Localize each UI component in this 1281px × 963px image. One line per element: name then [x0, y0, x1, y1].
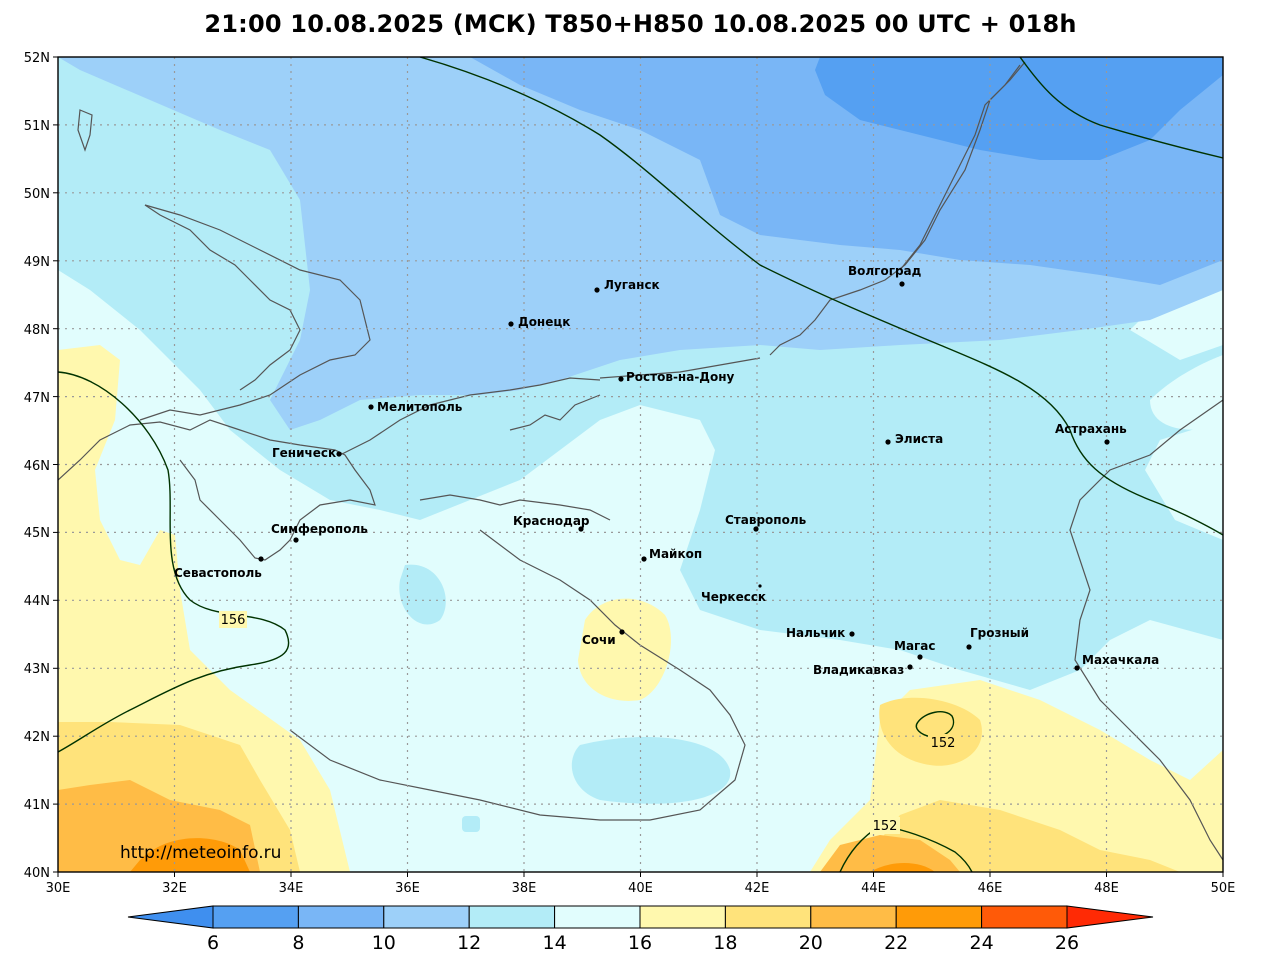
colorbar-tick-label: 8 [292, 932, 304, 954]
contour-label: 152 [873, 819, 898, 834]
lat-label: 48N [24, 323, 50, 338]
field-20-22-se [820, 835, 960, 872]
city-label: Элиста [895, 432, 943, 446]
contour-label: 156 [221, 613, 246, 628]
lat-label: 44N [24, 594, 50, 609]
lon-label: 50E [1211, 881, 1236, 896]
lon-label: 40E [628, 881, 653, 896]
colorbar-tick-label: 12 [457, 932, 481, 954]
contour-156-west [58, 371, 290, 753]
lat-label: 43N [24, 662, 50, 677]
colorbar-tick-label: 20 [799, 932, 823, 954]
city-label: Черкесск [701, 590, 766, 604]
lat-label: 40N [24, 866, 50, 881]
colorbar-segment [297, 905, 385, 929]
volga-river [769, 61, 1026, 356]
coastlines [58, 61, 1223, 861]
colorbar-segment [468, 905, 556, 929]
lat-label: 49N [24, 255, 50, 270]
colorbar-segment [895, 905, 983, 929]
lon-labels: 30E 32E 34E 36E 38E 40E 42E 44E 46E 48E … [46, 881, 1236, 896]
lat-label: 50N [24, 187, 50, 202]
colorbar-tick-label: 26 [1055, 932, 1079, 954]
city-label: Геническ [272, 446, 336, 460]
city-label: Астрахань [1055, 422, 1127, 436]
city-label: Севастополь [174, 566, 262, 580]
lon-label: 30E [46, 881, 71, 896]
city-label: Луганск [604, 278, 660, 292]
cities: Волгоград Луганск Донецк Ростов-на-Дону … [174, 264, 1159, 677]
contour-152-closed [915, 711, 955, 738]
city-label: Махачкала [1082, 653, 1159, 667]
colorbar-tick-label: 16 [628, 932, 652, 954]
colorbar-segment [212, 905, 299, 929]
city-label: Ростов-на-Дону [626, 370, 735, 384]
axis-ticks [53, 56, 1224, 877]
lat-label: 41N [24, 798, 50, 813]
city-label: Ставрополь [725, 513, 807, 527]
graticule [58, 57, 1223, 872]
watermark: http://meteoinfo.ru [120, 843, 281, 863]
caspian-coast [1069, 399, 1223, 861]
city-label: Симферополь [271, 522, 368, 536]
colorbar-left-arrow [127, 905, 214, 929]
lat-label: 51N [24, 119, 50, 134]
crimea-coast [58, 419, 376, 561]
azov-coast [139, 204, 371, 421]
colorbar-segment [810, 905, 897, 929]
city-label: Мелитополь [377, 400, 463, 414]
field-6-8 [815, 57, 1223, 160]
colorbar-tick-label: 22 [884, 932, 908, 954]
city-label: Краснодар [513, 514, 590, 528]
colorbar-segment [981, 905, 1068, 929]
black-sea-east-coast [289, 529, 746, 821]
colorbar-tick-label: 18 [713, 932, 737, 954]
lat-label: 42N [24, 730, 50, 745]
city-label: Владикавказ [813, 663, 904, 677]
colorbar-tick-label: 6 [207, 932, 219, 954]
lon-label: 32E [162, 881, 187, 896]
don-river [599, 357, 761, 379]
lon-label: 42E [745, 881, 770, 896]
colorbar: 6 8 10 12 14 16 18 20 22 24 26 [127, 905, 1154, 954]
city-label: Сочи [582, 633, 616, 647]
lat-label: 45N [24, 526, 50, 541]
contour-labels: 156 152 152 [219, 611, 958, 834]
map-title: 21:00 10.08.2025 (МСК) T850+H850 10.08.2… [204, 10, 1077, 38]
lon-label: 48E [1094, 881, 1119, 896]
colorbar-segment [383, 905, 470, 929]
city-label: Майкоп [649, 547, 702, 561]
lon-label: 46E [978, 881, 1003, 896]
lat-label: 52N [24, 51, 50, 66]
lat-label: 47N [24, 391, 50, 406]
colorbar-segment [639, 905, 726, 929]
contour-152-south [839, 825, 973, 872]
colorbar-right-arrow [1066, 905, 1154, 929]
colorbar-segment [724, 905, 812, 929]
city-label: Волгоград [848, 264, 922, 278]
contour-label: 152 [931, 736, 956, 751]
colorbar-tick-label: 14 [543, 932, 567, 954]
city-label: Грозный [970, 626, 1029, 640]
city-label: Нальчик [786, 626, 845, 640]
lon-label: 36E [395, 881, 420, 896]
colorbar-tick-label: 24 [970, 932, 994, 954]
lon-label: 38E [512, 881, 537, 896]
lat-label: 46N [24, 459, 50, 474]
colorbar-tick-label: 10 [372, 932, 396, 954]
lat-labels: 52N 51N 50N 49N 48N 47N 46N 45N 44N 43N … [24, 51, 50, 881]
lon-label: 34E [279, 881, 304, 896]
colorbar-segment [554, 905, 641, 929]
city-label: Магас [894, 639, 936, 653]
field-18-20-se [870, 800, 1180, 872]
contour-top-right [1019, 57, 1223, 159]
contour-northeast [419, 57, 1223, 536]
lon-label: 44E [861, 881, 886, 896]
city-label: Донецк [518, 315, 570, 329]
height-contours [58, 57, 1223, 872]
